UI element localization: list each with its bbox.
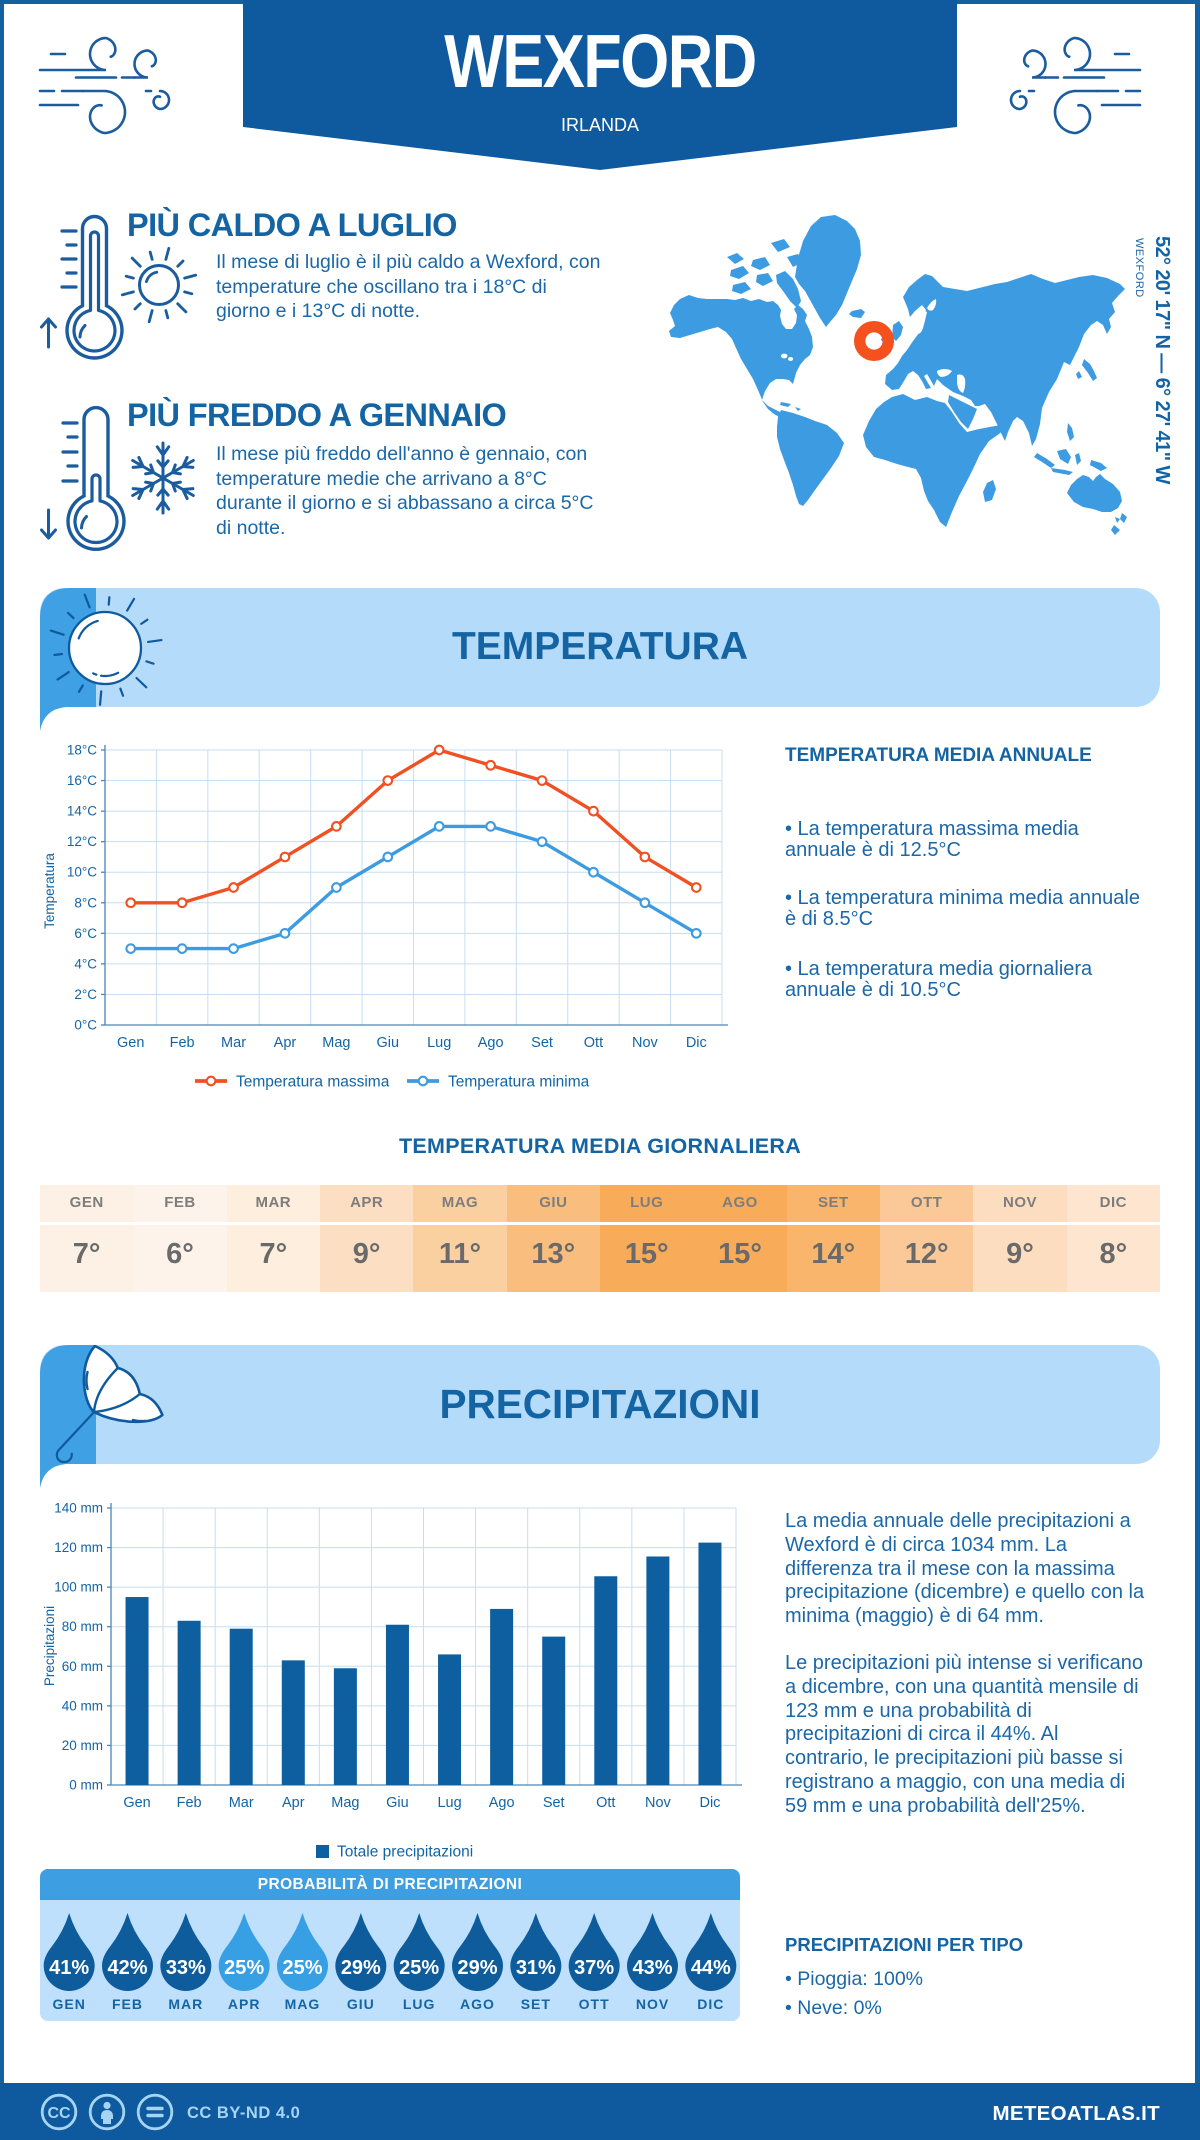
svg-text:31%: 31% — [516, 1957, 556, 1979]
svg-text:Nov: Nov — [645, 1795, 672, 1811]
svg-text:120 mm: 120 mm — [54, 1540, 103, 1555]
svg-text:25%: 25% — [399, 1957, 439, 1979]
svg-text:Temperatura minima: Temperatura minima — [448, 1074, 590, 1091]
svg-text:Mar: Mar — [221, 1035, 246, 1051]
svg-text:Mar: Mar — [229, 1795, 254, 1811]
svg-text:40 mm: 40 mm — [62, 1698, 103, 1713]
svg-text:CC: CC — [47, 2105, 71, 2122]
svg-text:Dic: Dic — [686, 1035, 707, 1051]
svg-text:Set: Set — [531, 1035, 553, 1051]
svg-text:Gen: Gen — [117, 1035, 144, 1051]
svg-text:LUG: LUG — [403, 1996, 436, 2012]
svg-text:33%: 33% — [166, 1957, 206, 1979]
svg-text:Mag: Mag — [322, 1035, 350, 1051]
svg-text:OTT: OTT — [579, 1996, 610, 2012]
svg-text:MAR: MAR — [168, 1996, 203, 2012]
svg-text:Nov: Nov — [632, 1035, 659, 1051]
svg-text:100 mm: 100 mm — [54, 1580, 103, 1595]
svg-text:52° 20' 17" N — 6° 27' 41" W: 52° 20' 17" N — 6° 27' 41" W — [1151, 236, 1173, 485]
svg-text:CC BY-ND 4.0: CC BY-ND 4.0 — [187, 2104, 300, 2122]
svg-text:43%: 43% — [632, 1957, 672, 1979]
svg-text:Ago: Ago — [478, 1035, 504, 1051]
svg-text:Giu: Giu — [377, 1035, 400, 1051]
svg-text:APR: APR — [228, 1996, 261, 2012]
svg-text:20 mm: 20 mm — [62, 1738, 103, 1753]
svg-text:41%: 41% — [49, 1957, 89, 1979]
svg-text:Ott: Ott — [584, 1035, 603, 1051]
svg-text:37%: 37% — [574, 1957, 614, 1979]
svg-text:0°C: 0°C — [74, 1018, 97, 1033]
svg-text:DIC: DIC — [697, 1996, 724, 2012]
svg-text:Lug: Lug — [437, 1795, 461, 1811]
svg-text:4°C: 4°C — [74, 956, 97, 971]
svg-text:2°C: 2°C — [74, 987, 97, 1002]
svg-text:GIU: GIU — [347, 1996, 375, 2012]
svg-text:Totale precipitazioni: Totale precipitazioni — [337, 1844, 473, 1861]
svg-text:29%: 29% — [457, 1957, 497, 1979]
svg-text:18°C: 18°C — [67, 743, 97, 758]
svg-text:16°C: 16°C — [67, 773, 97, 788]
svg-text:Precipitazioni: Precipitazioni — [42, 1606, 57, 1686]
svg-text:Lug: Lug — [427, 1035, 451, 1051]
svg-text:Gen: Gen — [123, 1795, 150, 1811]
svg-text:GEN: GEN — [52, 1996, 85, 2012]
svg-text:NOV: NOV — [636, 1996, 669, 2012]
svg-text:0 mm: 0 mm — [69, 1778, 103, 1793]
svg-text:Apr: Apr — [274, 1035, 297, 1051]
svg-text:Temperatura: Temperatura — [42, 853, 57, 929]
svg-text:WEXFORD: WEXFORD — [1133, 238, 1145, 298]
svg-text:Ott: Ott — [596, 1795, 615, 1811]
svg-text:80 mm: 80 mm — [62, 1619, 103, 1634]
svg-text:Set: Set — [543, 1795, 565, 1811]
svg-text:Dic: Dic — [699, 1795, 720, 1811]
svg-text:Feb: Feb — [177, 1795, 202, 1811]
svg-text:Ago: Ago — [489, 1795, 515, 1811]
svg-text:8°C: 8°C — [74, 895, 97, 910]
svg-text:140 mm: 140 mm — [54, 1501, 103, 1516]
svg-text:60 mm: 60 mm — [62, 1659, 103, 1674]
svg-text:AGO: AGO — [460, 1996, 495, 2012]
svg-text:FEB: FEB — [112, 1996, 143, 2012]
svg-text:25%: 25% — [224, 1957, 264, 1979]
svg-text:44%: 44% — [691, 1957, 731, 1979]
svg-text:29%: 29% — [341, 1957, 381, 1979]
svg-text:14°C: 14°C — [67, 804, 97, 819]
svg-text:Feb: Feb — [170, 1035, 195, 1051]
svg-text:SET: SET — [521, 1996, 551, 2012]
svg-text:6°C: 6°C — [74, 926, 97, 941]
svg-text:Temperatura massima: Temperatura massima — [236, 1074, 390, 1091]
svg-text:25%: 25% — [282, 1957, 322, 1979]
svg-text:Giu: Giu — [386, 1795, 409, 1811]
svg-text:MAG: MAG — [285, 1996, 321, 2012]
svg-text:10°C: 10°C — [67, 865, 97, 880]
svg-text:Apr: Apr — [282, 1795, 305, 1811]
svg-text:12°C: 12°C — [67, 834, 97, 849]
svg-text:42%: 42% — [107, 1957, 147, 1979]
svg-text:Mag: Mag — [331, 1795, 359, 1811]
